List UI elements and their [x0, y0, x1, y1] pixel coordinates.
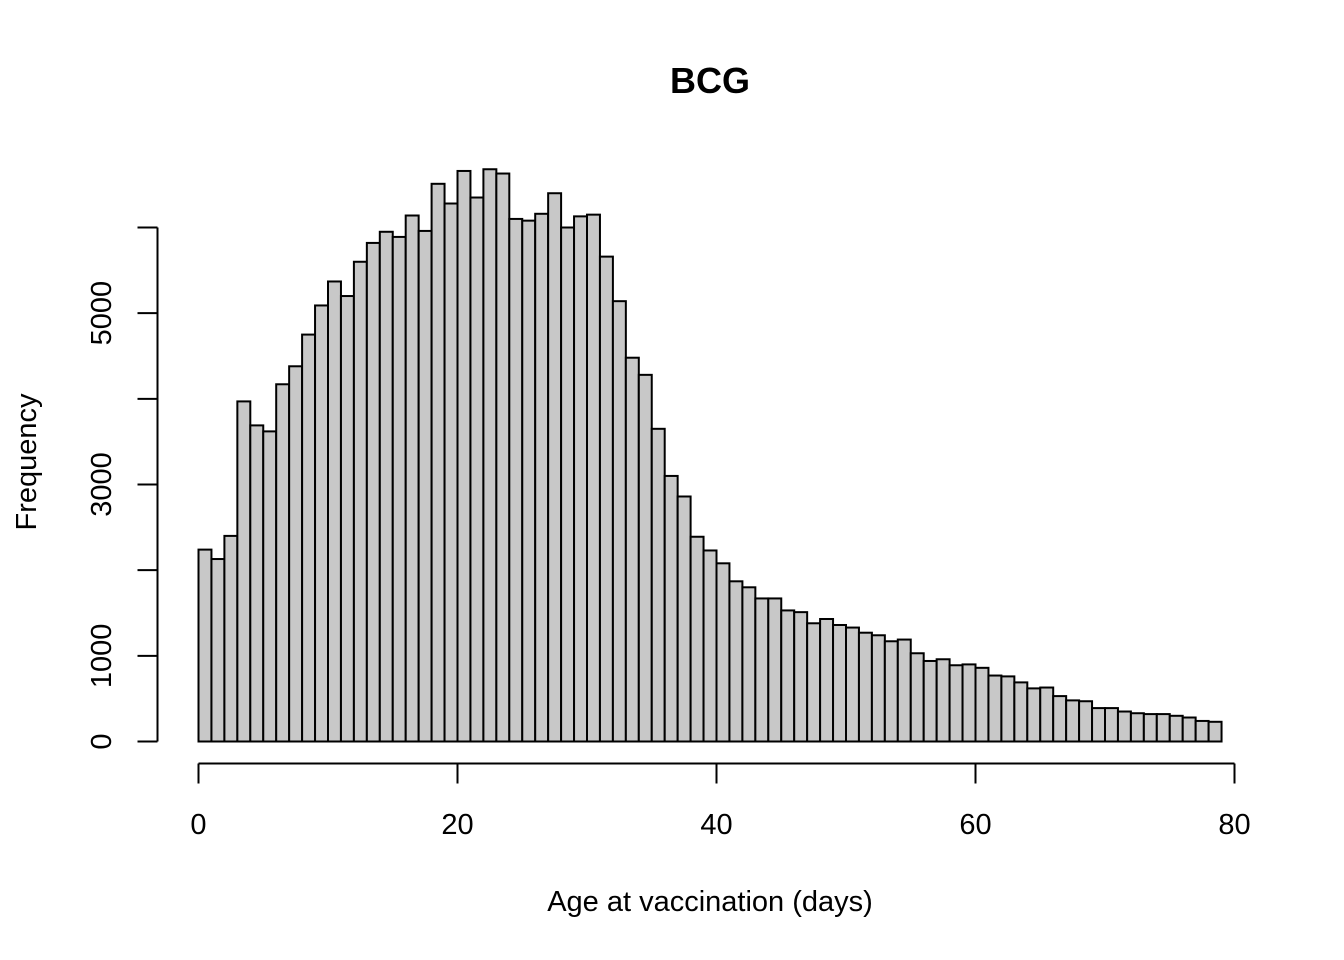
- histogram-bar: [883, 640, 899, 743]
- histogram-bar: [689, 535, 705, 743]
- histogram-bar: [275, 383, 291, 743]
- histogram-bar: [1155, 713, 1171, 743]
- bars-group: [197, 168, 1223, 743]
- histogram-bar: [1104, 707, 1119, 743]
- histogram-bar: [365, 241, 381, 743]
- histogram-bar: [443, 202, 459, 743]
- histogram-bar: [378, 230, 394, 743]
- histogram-bar: [702, 549, 718, 743]
- histogram-bar: [301, 333, 317, 743]
- x-tick-label: 80: [1218, 809, 1250, 841]
- histogram-bar: [1194, 719, 1210, 743]
- histogram-bar: [262, 430, 278, 743]
- histogram-bar: [754, 597, 770, 743]
- histogram-bar: [223, 534, 239, 743]
- histogram-bar: [987, 674, 1003, 743]
- histogram-bar: [534, 212, 550, 743]
- x-tick-label: 60: [959, 809, 991, 841]
- histogram-bar: [339, 295, 355, 743]
- histogram-bar: [637, 373, 653, 743]
- histogram-bar: [948, 664, 964, 743]
- histogram-bar: [896, 638, 912, 743]
- histogram-bar: [870, 634, 886, 743]
- histogram-bar: [819, 617, 835, 743]
- histogram-bar: [495, 172, 511, 743]
- histogram-bar: [624, 356, 640, 743]
- histogram-bar: [767, 597, 783, 743]
- histogram-bar: [715, 562, 731, 743]
- x-tick-label: 0: [190, 809, 206, 841]
- histogram-bar: [1052, 695, 1068, 743]
- histogram-bar: [573, 215, 588, 743]
- histogram-bar: [1065, 699, 1081, 743]
- histogram-bar: [1026, 687, 1042, 743]
- y-tick-label: 0: [86, 733, 118, 749]
- histogram-bar: [663, 474, 679, 743]
- x-tick-label: 20: [441, 809, 473, 841]
- histogram-bar: [832, 623, 847, 743]
- histogram-bar: [611, 300, 627, 743]
- histogram-bar: [1129, 712, 1145, 743]
- histogram-bar: [249, 424, 265, 743]
- histogram-bar: [961, 663, 977, 743]
- histogram-bar: [482, 168, 498, 743]
- histogram-bar: [417, 229, 433, 743]
- histogram-bar: [521, 219, 537, 743]
- histogram-bar: [922, 659, 938, 743]
- histogram-bar: [728, 580, 744, 743]
- histogram-bar: [676, 495, 692, 743]
- histogram-bar: [547, 192, 563, 743]
- histogram-bar: [560, 226, 576, 743]
- histogram-bar: [780, 609, 796, 743]
- histogram-bar: [210, 558, 226, 743]
- y-axis-label: Frequency: [11, 393, 43, 531]
- histogram-bar: [586, 213, 601, 743]
- x-tick-label: 40: [700, 809, 732, 841]
- histogram-bar: [806, 622, 822, 743]
- histogram-bar: [1142, 713, 1158, 743]
- x-axis-label: Age at vaccination (days): [547, 886, 873, 918]
- y-tick-label: 5000: [86, 281, 118, 346]
- histogram-bar: [793, 611, 809, 743]
- histogram-bar: [857, 631, 873, 743]
- histogram-bar: [1039, 686, 1055, 743]
- histogram-bar: [1168, 714, 1184, 743]
- histogram-bar: [741, 586, 757, 743]
- histogram-bar: [352, 260, 368, 743]
- histogram-bar: [314, 304, 329, 743]
- histogram-bar: [327, 280, 342, 743]
- histogram-bar: [430, 182, 446, 743]
- histogram-bar: [1013, 681, 1029, 743]
- histogram-bar: [288, 365, 304, 743]
- y-tick-label: 3000: [86, 452, 118, 517]
- y-tick-label: 1000: [86, 624, 118, 689]
- histogram-bar: [469, 196, 485, 743]
- histogram-bar: [935, 658, 951, 743]
- histogram-bar: [391, 235, 407, 743]
- histogram-bar: [404, 214, 420, 743]
- x-axis: 0 20 40 60 80: [190, 762, 1251, 841]
- histogram-bar: [508, 217, 524, 743]
- histogram-bar: [845, 626, 860, 743]
- histogram-bar: [909, 652, 925, 743]
- histogram-bar: [456, 169, 472, 743]
- y-axis: 0 1000 3000 5000: [86, 226, 159, 750]
- histogram-bar: [236, 400, 252, 743]
- histogram-bar: [1181, 716, 1197, 743]
- histogram-bar: [1078, 700, 1094, 743]
- histogram-bar: [974, 666, 990, 743]
- histogram-bar: [1207, 720, 1223, 743]
- histogram-bar: [1000, 675, 1016, 743]
- histogram-bar: [598, 255, 614, 743]
- histogram-bar: [1091, 707, 1107, 743]
- histogram-bar: [1116, 710, 1132, 743]
- histogram-bar: [650, 427, 666, 743]
- histogram-bar: [197, 548, 213, 743]
- chart-title: BCG: [670, 60, 750, 101]
